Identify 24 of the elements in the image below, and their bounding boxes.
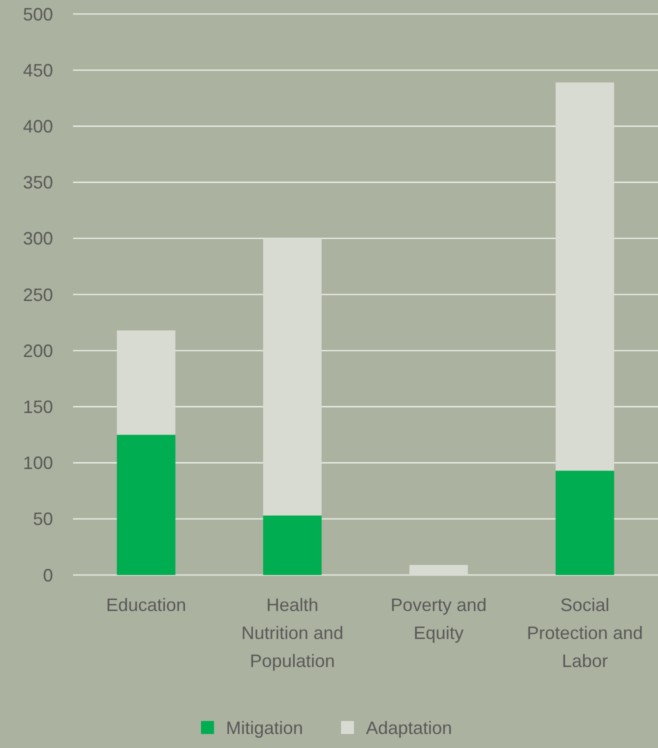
bar: [263, 238, 322, 516]
y-tick-label: 400: [22, 116, 53, 136]
y-tick-label: 100: [22, 453, 53, 474]
y-tick-label: 450: [22, 60, 53, 80]
y-tick-label: 300: [22, 228, 53, 249]
x-tick-label: Health Nutrition and Population: [241, 595, 344, 671]
bar: [556, 82, 614, 471]
y-tick-label: 50: [32, 509, 53, 530]
y-tick-label: 500: [22, 4, 53, 24]
y-tick-label: 250: [22, 284, 53, 305]
bar: [116, 434, 176, 575]
bar: [263, 516, 322, 575]
y-tick-label: 350: [22, 172, 53, 193]
bar: [116, 330, 176, 435]
legend-label: Adaptation: [366, 718, 452, 738]
y-tick-label: 150: [22, 397, 53, 417]
bar: [409, 564, 468, 575]
x-tick-label: Poverty and Equity: [390, 595, 487, 643]
x-tick-label: Social Protection and Labor: [526, 595, 643, 671]
y-tick-label: 200: [22, 340, 53, 361]
x-tick-label: Education: [106, 595, 186, 615]
bar: [556, 470, 614, 575]
y-tick-label: 0: [42, 565, 53, 586]
legend-label: Mitigation: [226, 718, 304, 738]
